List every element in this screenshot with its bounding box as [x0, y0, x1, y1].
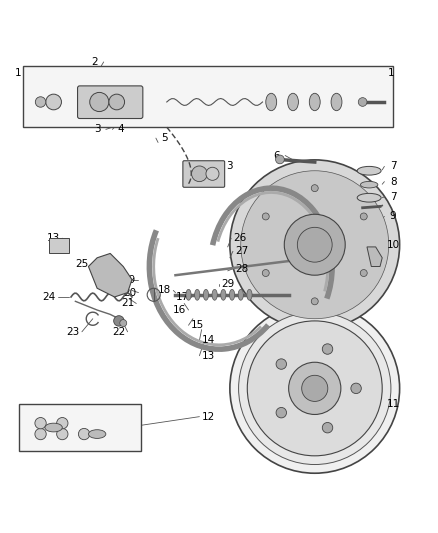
- Ellipse shape: [360, 181, 378, 188]
- Circle shape: [57, 429, 68, 440]
- Circle shape: [297, 228, 332, 262]
- Text: 1: 1: [14, 68, 21, 78]
- Ellipse shape: [357, 193, 381, 202]
- Circle shape: [35, 417, 46, 429]
- Text: 10: 10: [386, 240, 399, 250]
- Circle shape: [284, 214, 345, 275]
- Text: 20: 20: [123, 288, 136, 297]
- Circle shape: [114, 316, 124, 326]
- Circle shape: [109, 94, 124, 110]
- Circle shape: [311, 298, 318, 305]
- Text: 8: 8: [390, 176, 396, 187]
- Text: 27: 27: [235, 246, 248, 256]
- Text: 3: 3: [226, 161, 233, 172]
- Text: 12: 12: [201, 411, 215, 422]
- Circle shape: [322, 344, 333, 354]
- Circle shape: [191, 166, 207, 182]
- Circle shape: [276, 155, 284, 164]
- Text: 18: 18: [158, 286, 171, 295]
- Circle shape: [276, 359, 286, 369]
- Text: 7: 7: [390, 192, 396, 202]
- Bar: [19, 403, 141, 451]
- Ellipse shape: [212, 289, 217, 300]
- Text: 14: 14: [201, 335, 215, 345]
- Ellipse shape: [194, 289, 200, 300]
- Ellipse shape: [203, 289, 208, 300]
- Text: 13: 13: [47, 233, 60, 243]
- Text: 28: 28: [235, 264, 248, 273]
- Circle shape: [35, 97, 46, 107]
- Text: 21: 21: [121, 298, 134, 309]
- Circle shape: [360, 270, 367, 277]
- Text: 9: 9: [390, 212, 396, 221]
- Ellipse shape: [357, 166, 381, 175]
- Circle shape: [206, 167, 219, 180]
- Circle shape: [322, 423, 333, 433]
- Ellipse shape: [88, 430, 106, 439]
- Circle shape: [302, 375, 328, 401]
- Circle shape: [57, 417, 68, 429]
- Ellipse shape: [238, 289, 244, 300]
- FancyBboxPatch shape: [183, 161, 225, 187]
- Ellipse shape: [230, 289, 235, 300]
- Text: 2: 2: [92, 57, 98, 67]
- Text: 11: 11: [386, 399, 400, 409]
- Polygon shape: [49, 238, 69, 254]
- Circle shape: [351, 383, 361, 393]
- Text: 25: 25: [75, 260, 88, 269]
- Polygon shape: [88, 254, 132, 297]
- Circle shape: [90, 92, 109, 111]
- Text: 23: 23: [67, 327, 80, 337]
- Circle shape: [241, 171, 389, 319]
- Circle shape: [311, 184, 318, 192]
- Circle shape: [78, 429, 90, 440]
- Circle shape: [230, 160, 399, 329]
- Ellipse shape: [247, 289, 252, 300]
- Text: 17: 17: [175, 292, 189, 302]
- FancyBboxPatch shape: [78, 86, 143, 118]
- Circle shape: [262, 213, 269, 220]
- Ellipse shape: [186, 289, 191, 300]
- Circle shape: [46, 94, 61, 110]
- Text: 19: 19: [123, 274, 136, 285]
- Circle shape: [239, 312, 391, 465]
- Text: 5: 5: [161, 133, 168, 143]
- Ellipse shape: [309, 93, 320, 111]
- Circle shape: [262, 270, 269, 277]
- Circle shape: [230, 303, 399, 473]
- Circle shape: [120, 320, 127, 327]
- Circle shape: [35, 429, 46, 440]
- Bar: [23, 66, 393, 127]
- Text: 22: 22: [112, 327, 126, 337]
- Circle shape: [247, 321, 382, 456]
- Text: 15: 15: [191, 320, 204, 330]
- Text: 29: 29: [221, 279, 234, 289]
- Polygon shape: [367, 247, 382, 266]
- Text: 16: 16: [173, 305, 187, 315]
- Ellipse shape: [221, 289, 226, 300]
- Text: 7: 7: [390, 161, 396, 172]
- Circle shape: [276, 407, 286, 418]
- Text: 6: 6: [273, 150, 280, 160]
- Ellipse shape: [266, 93, 277, 111]
- Text: 26: 26: [233, 233, 247, 243]
- Text: 4: 4: [118, 124, 124, 134]
- Ellipse shape: [45, 423, 62, 432]
- Ellipse shape: [288, 93, 298, 111]
- Text: 1: 1: [388, 68, 394, 78]
- Text: 13: 13: [201, 351, 215, 361]
- Circle shape: [289, 362, 341, 415]
- Circle shape: [358, 98, 367, 107]
- Circle shape: [360, 213, 367, 220]
- Text: 3: 3: [94, 124, 100, 134]
- Ellipse shape: [331, 93, 342, 111]
- Text: 24: 24: [42, 292, 56, 302]
